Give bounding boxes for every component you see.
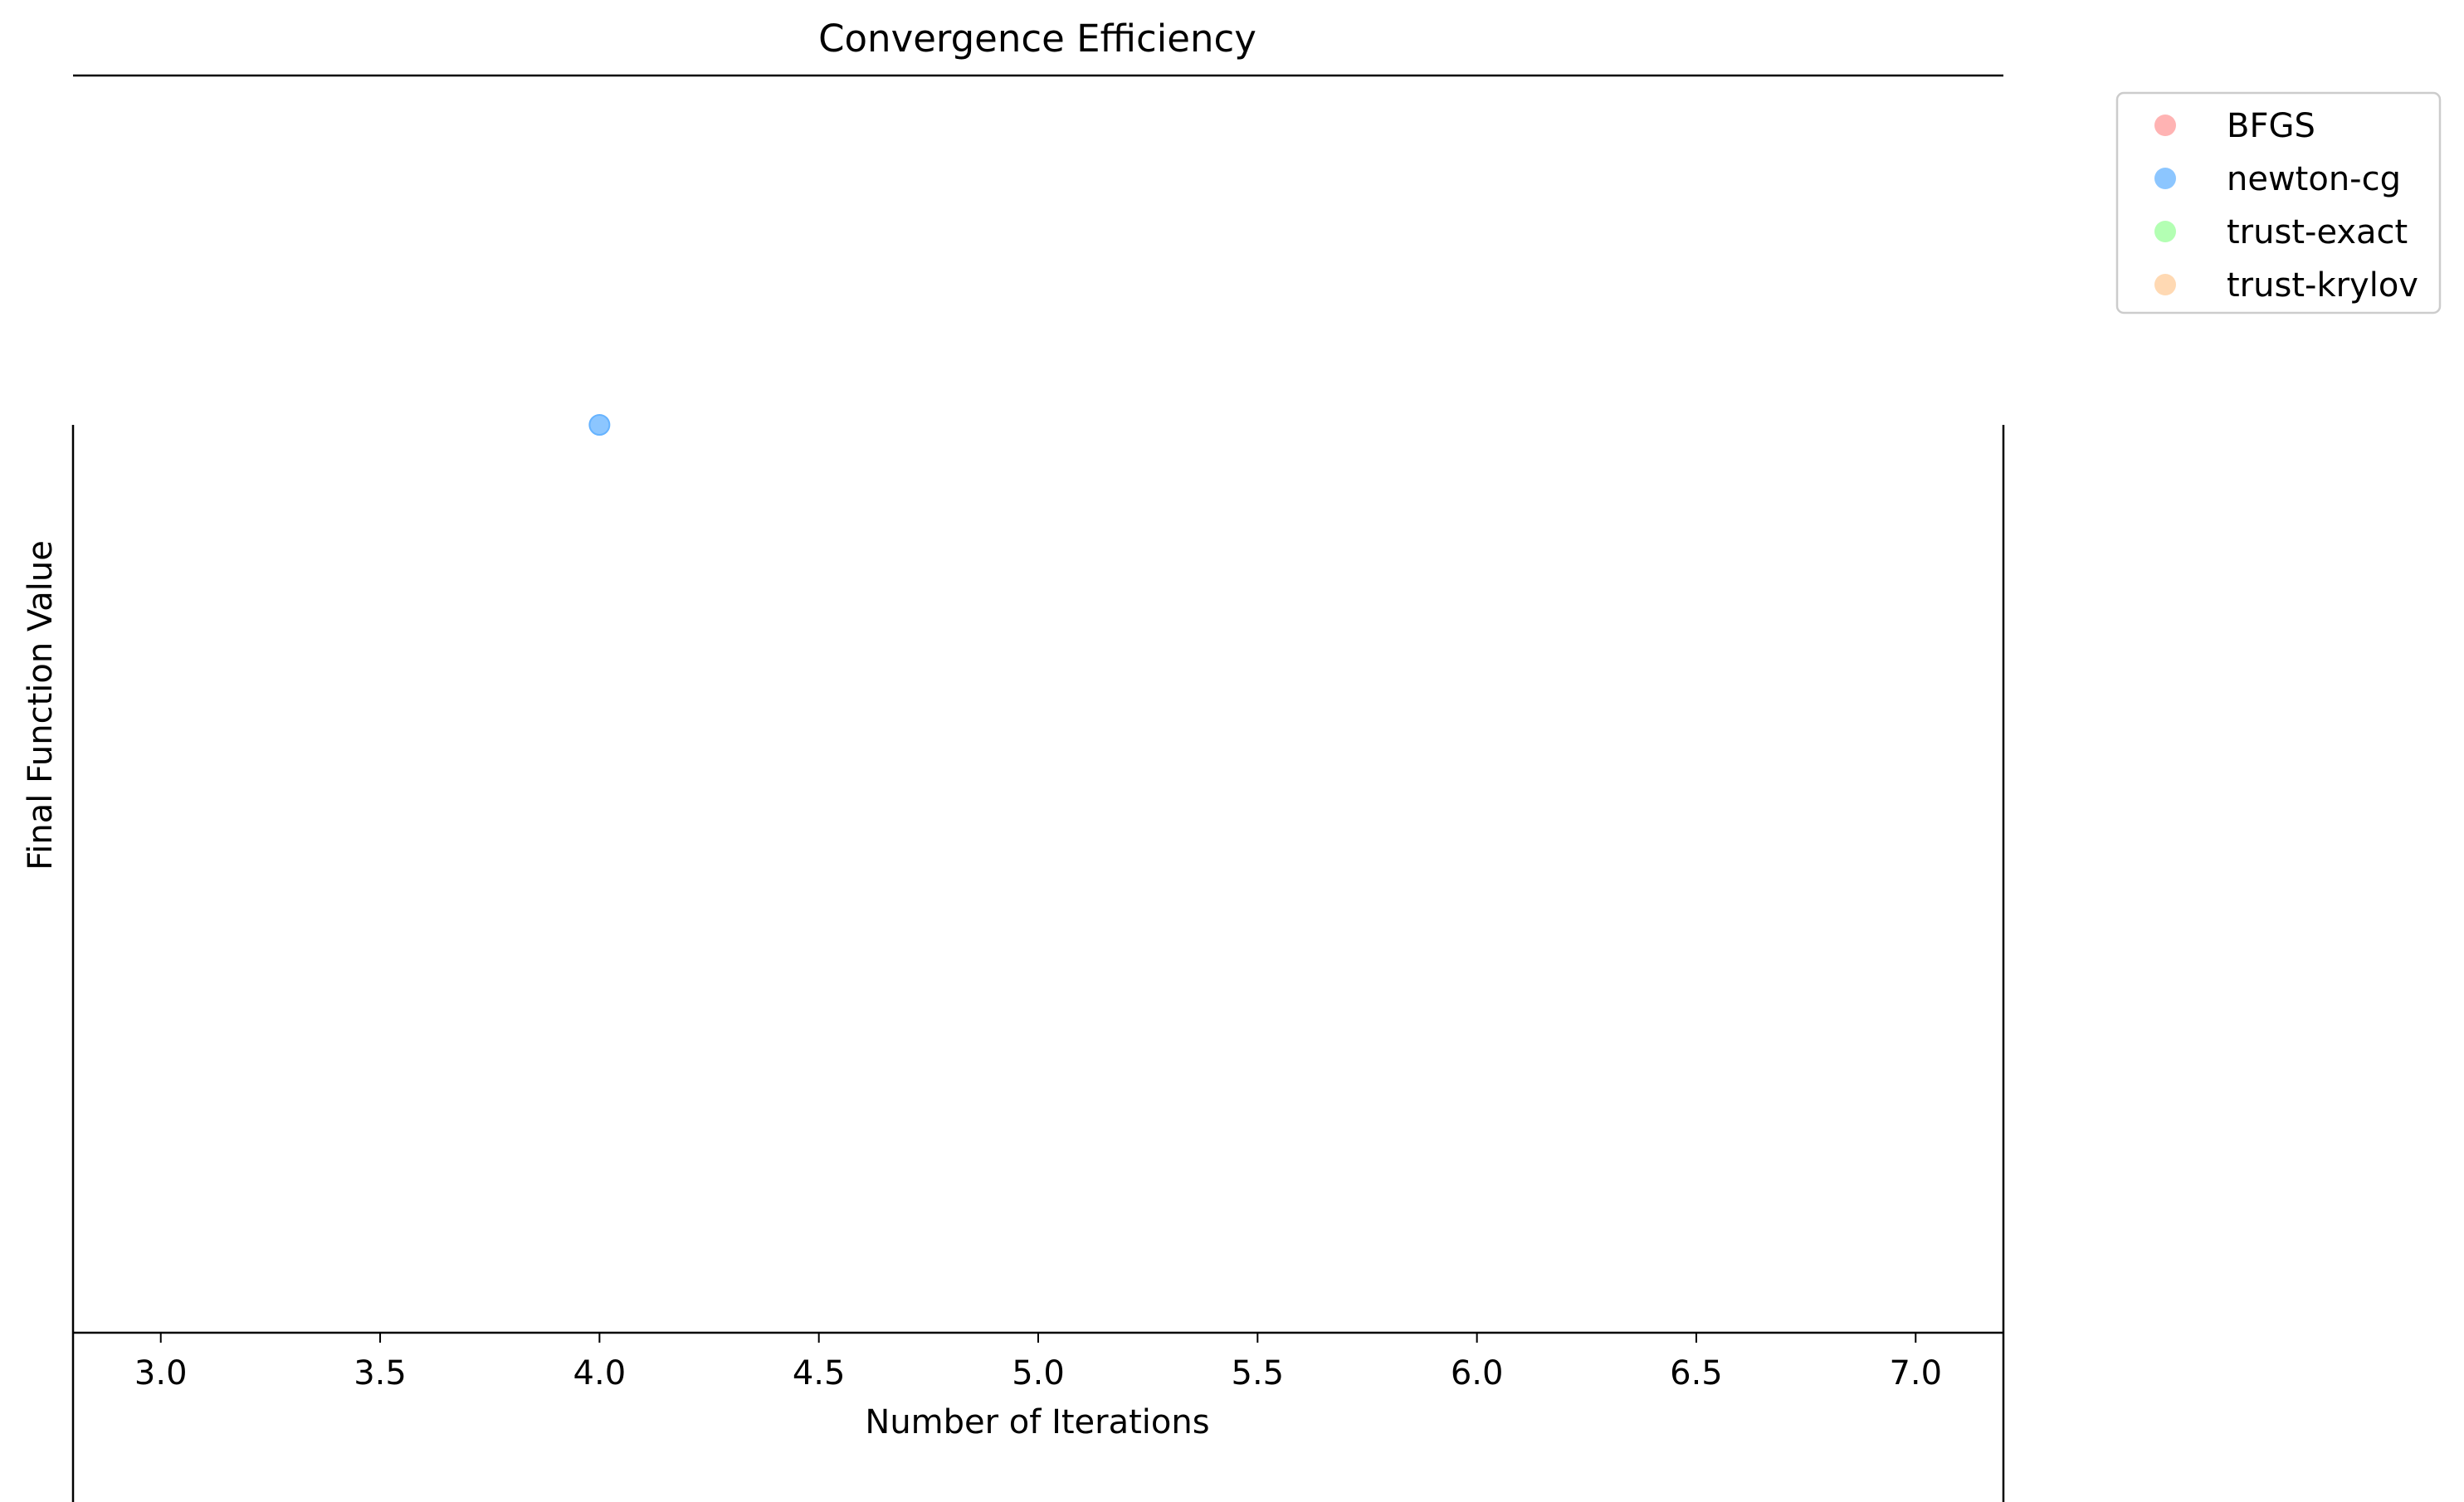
- legend-label-trust-krylov: trust-krylov: [2227, 266, 2418, 305]
- legend-frame: [2115, 91, 2442, 315]
- x-tick-label: 5.5: [1232, 1354, 1285, 1392]
- plot-points: [588, 414, 611, 436]
- y-axis-label: Final Function Value: [22, 540, 60, 870]
- x-axis-ticks: 3.0 3.5 4.0 4.5 5.0 5.5 6.0 6.5 7.0: [134, 1333, 1942, 1392]
- x-axis-label: Number of Iterations: [865, 1403, 1209, 1441]
- legend-marker-BFGS: [2154, 115, 2176, 136]
- chart-title: Convergence Efficiency: [818, 17, 1256, 61]
- x-tick-label: 6.0: [1451, 1354, 1504, 1392]
- data-point-newton-cg: [588, 414, 611, 436]
- x-tick-label: 4.5: [793, 1354, 846, 1392]
- legend-marker-trust-krylov: [2154, 274, 2176, 295]
- legend-marker-trust-exact: [2154, 221, 2176, 242]
- legend-label-newton-cg: newton-cg: [2227, 160, 2401, 198]
- x-tick-label: 4.0: [573, 1354, 627, 1392]
- x-tick-label: 6.5: [1670, 1354, 1723, 1392]
- x-tick-label: 3.5: [354, 1354, 407, 1392]
- legend-label-BFGS: BFGS: [2227, 107, 2315, 145]
- x-tick-label: 7.0: [1889, 1354, 1942, 1392]
- x-tick-label: 5.0: [1012, 1354, 1065, 1392]
- legend-label-trust-exact: trust-exact: [2227, 213, 2408, 251]
- legend-marker-newton-cg: [2154, 168, 2176, 189]
- x-tick-label: 3.0: [134, 1354, 188, 1392]
- legend[interactable]: BFGS newton-cg trust-exact trust-krylov: [2115, 91, 2442, 315]
